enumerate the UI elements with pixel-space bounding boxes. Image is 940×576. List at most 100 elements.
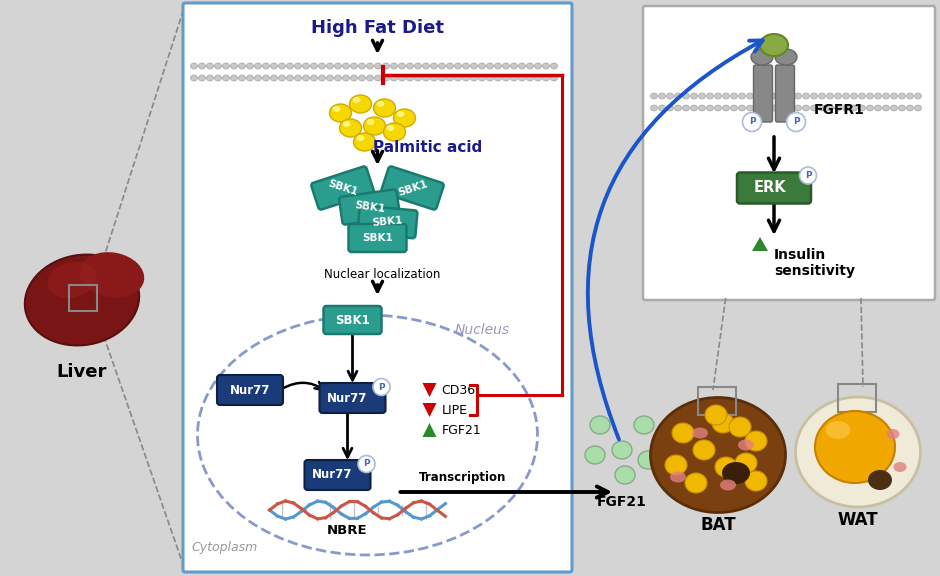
Ellipse shape <box>207 63 213 69</box>
Ellipse shape <box>714 93 722 99</box>
Polygon shape <box>422 423 436 437</box>
Text: Nuclear localization: Nuclear localization <box>324 267 441 281</box>
Ellipse shape <box>835 93 841 99</box>
Ellipse shape <box>415 63 421 69</box>
Ellipse shape <box>803 105 809 111</box>
Ellipse shape <box>319 75 325 81</box>
Ellipse shape <box>745 431 767 451</box>
Ellipse shape <box>794 105 802 111</box>
Ellipse shape <box>815 411 895 483</box>
Ellipse shape <box>271 63 277 69</box>
Ellipse shape <box>739 93 745 99</box>
Ellipse shape <box>755 105 761 111</box>
Ellipse shape <box>585 446 605 464</box>
Ellipse shape <box>230 75 238 81</box>
FancyBboxPatch shape <box>311 166 374 210</box>
Ellipse shape <box>364 117 385 135</box>
Ellipse shape <box>262 75 270 81</box>
Bar <box>650 93 928 111</box>
Ellipse shape <box>867 93 873 99</box>
Ellipse shape <box>751 49 773 65</box>
Ellipse shape <box>478 63 485 69</box>
Ellipse shape <box>825 421 851 439</box>
Ellipse shape <box>333 106 340 112</box>
Ellipse shape <box>851 93 857 99</box>
Ellipse shape <box>383 75 389 81</box>
Ellipse shape <box>915 93 921 99</box>
Ellipse shape <box>24 255 139 346</box>
Ellipse shape <box>810 105 818 111</box>
Text: High Fat Diet: High Fat Diet <box>311 19 444 37</box>
Ellipse shape <box>883 93 889 99</box>
Ellipse shape <box>819 93 825 99</box>
FancyBboxPatch shape <box>183 3 572 572</box>
Ellipse shape <box>762 93 770 99</box>
Text: SBK1: SBK1 <box>371 215 403 228</box>
Ellipse shape <box>672 423 694 443</box>
Ellipse shape <box>899 93 905 99</box>
Ellipse shape <box>415 75 421 81</box>
Ellipse shape <box>358 63 366 69</box>
Ellipse shape <box>390 63 398 69</box>
Ellipse shape <box>310 75 318 81</box>
Text: SBK1: SBK1 <box>397 179 429 198</box>
Ellipse shape <box>612 441 632 459</box>
Ellipse shape <box>255 63 261 69</box>
Ellipse shape <box>794 93 802 99</box>
Ellipse shape <box>874 105 882 111</box>
Ellipse shape <box>438 75 446 81</box>
Text: FGFR1: FGFR1 <box>814 103 865 117</box>
Ellipse shape <box>503 63 509 69</box>
Ellipse shape <box>894 462 906 472</box>
Ellipse shape <box>745 471 767 491</box>
Ellipse shape <box>397 111 404 117</box>
Ellipse shape <box>670 472 686 483</box>
Ellipse shape <box>826 105 834 111</box>
Ellipse shape <box>303 75 309 81</box>
Ellipse shape <box>787 105 793 111</box>
Ellipse shape <box>535 75 541 81</box>
Ellipse shape <box>335 63 341 69</box>
FancyBboxPatch shape <box>217 375 283 405</box>
Ellipse shape <box>356 135 365 141</box>
Ellipse shape <box>330 104 352 122</box>
Circle shape <box>800 167 817 184</box>
Ellipse shape <box>707 93 713 99</box>
Ellipse shape <box>367 75 373 81</box>
Ellipse shape <box>351 75 357 81</box>
Ellipse shape <box>906 105 914 111</box>
Text: Nur77: Nur77 <box>312 468 352 482</box>
Ellipse shape <box>510 63 518 69</box>
Ellipse shape <box>438 63 446 69</box>
Ellipse shape <box>510 75 518 81</box>
Ellipse shape <box>494 75 502 81</box>
Ellipse shape <box>422 75 430 81</box>
Bar <box>190 63 565 81</box>
Ellipse shape <box>551 63 557 69</box>
FancyBboxPatch shape <box>754 65 773 122</box>
Ellipse shape <box>191 75 197 81</box>
Ellipse shape <box>294 63 302 69</box>
Text: P: P <box>748 118 756 127</box>
Text: SBK1: SBK1 <box>353 200 385 214</box>
Ellipse shape <box>738 439 754 450</box>
Text: Nur77: Nur77 <box>229 384 270 396</box>
Ellipse shape <box>771 93 777 99</box>
Ellipse shape <box>883 105 889 111</box>
Bar <box>698 387 736 415</box>
Circle shape <box>787 112 806 131</box>
Ellipse shape <box>487 75 494 81</box>
FancyBboxPatch shape <box>320 383 385 413</box>
Ellipse shape <box>858 93 866 99</box>
Ellipse shape <box>294 75 302 81</box>
FancyBboxPatch shape <box>357 206 417 238</box>
Ellipse shape <box>319 63 325 69</box>
Ellipse shape <box>682 105 690 111</box>
Ellipse shape <box>762 105 770 111</box>
Ellipse shape <box>462 63 469 69</box>
Ellipse shape <box>207 75 213 81</box>
Ellipse shape <box>842 105 850 111</box>
Ellipse shape <box>666 93 673 99</box>
Ellipse shape <box>431 75 437 81</box>
Ellipse shape <box>494 63 502 69</box>
